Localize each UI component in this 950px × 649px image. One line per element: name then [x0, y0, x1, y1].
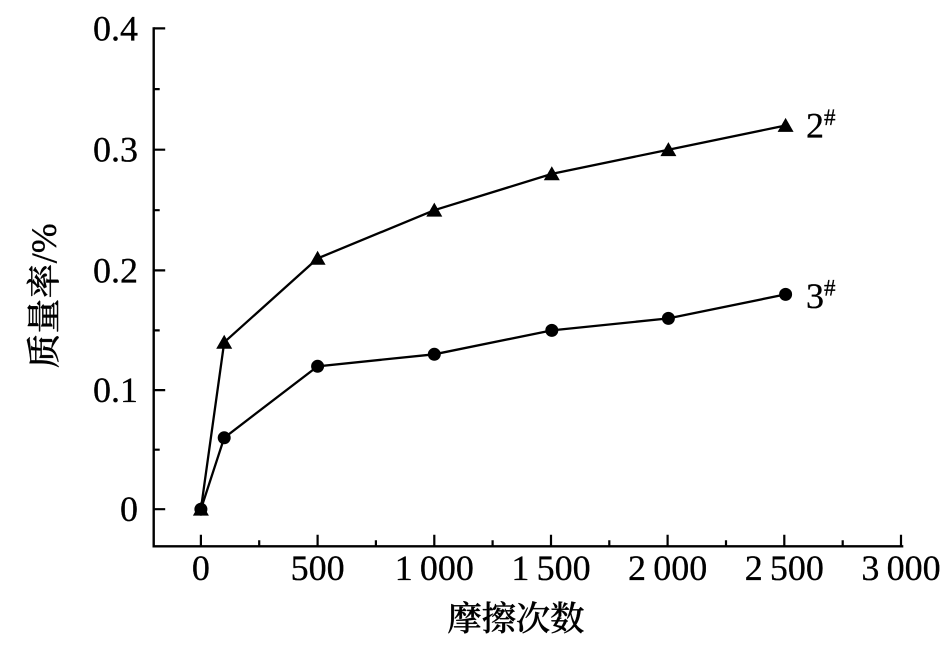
svg-text:0.3: 0.3 [93, 130, 138, 170]
svg-text:500: 500 [291, 548, 345, 588]
svg-text:0.4: 0.4 [93, 8, 138, 48]
svg-text:0: 0 [120, 489, 138, 529]
svg-text:3 000: 3 000 [861, 548, 940, 588]
svg-text:1 000: 1 000 [395, 548, 474, 588]
svg-text:2 000: 2 000 [628, 548, 707, 588]
svg-text:0.2: 0.2 [93, 250, 138, 290]
svg-text:1 500: 1 500 [511, 548, 590, 588]
svg-text:0.1: 0.1 [93, 370, 138, 410]
svg-text:2 500: 2 500 [745, 548, 824, 588]
svg-text:2#: 2# [806, 105, 836, 146]
svg-text:0: 0 [192, 548, 210, 588]
svg-text:/%: /% [24, 223, 64, 263]
